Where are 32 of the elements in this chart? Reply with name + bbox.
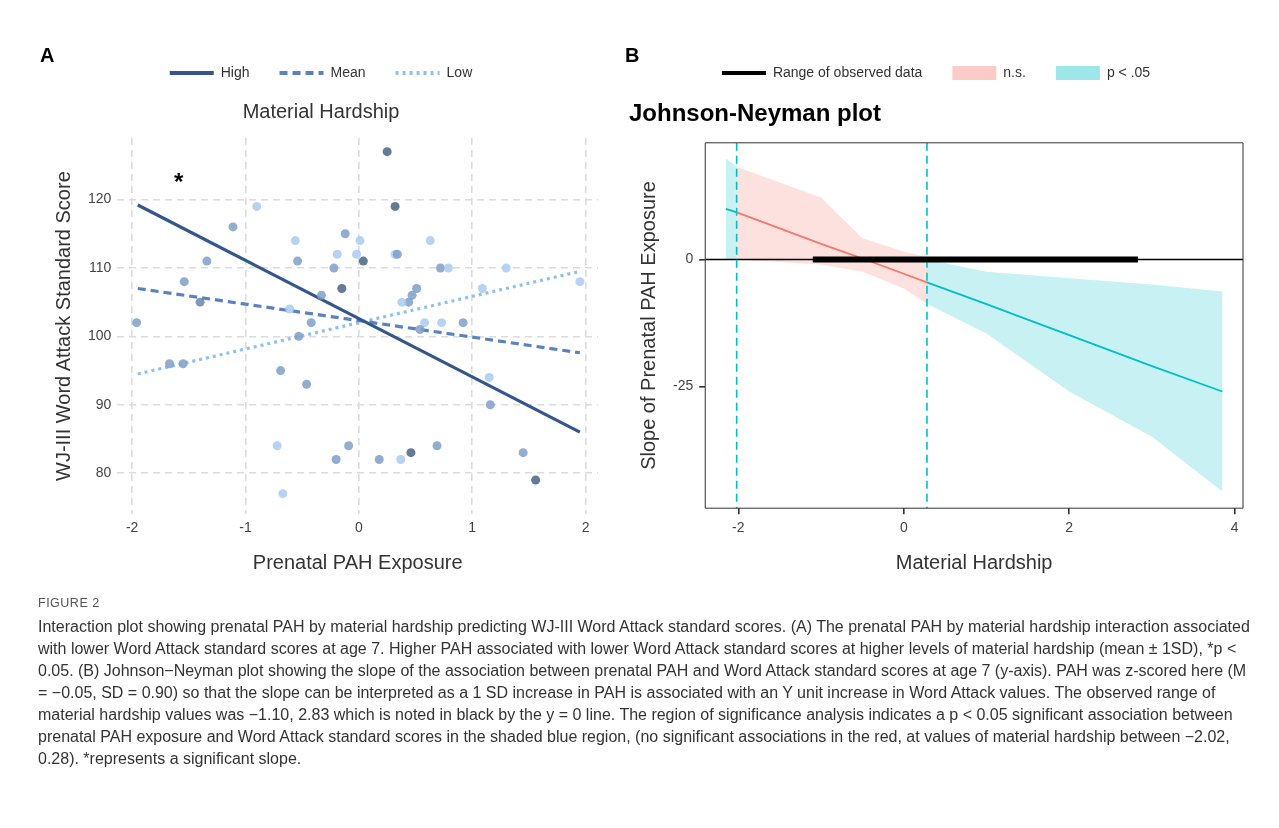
y-tick-label: 120: [88, 190, 112, 207]
y-axis-title: Slope of Prenatal PAH Exposure: [636, 181, 659, 470]
caption: FIGURE 2: [38, 596, 101, 610]
text: A: [40, 44, 55, 67]
y-tick-label: 90: [95, 395, 112, 412]
x-tick-label: 2: [1065, 519, 1074, 536]
text: B: [625, 44, 640, 67]
x-tick-label: 4: [1230, 519, 1239, 536]
x-tick-label: 1: [468, 519, 477, 536]
x-tick-label: -2: [125, 519, 139, 536]
x-tick-label: 2: [581, 519, 590, 536]
legend-label: n.s.: [1003, 63, 1026, 80]
x-axis-title: Material Hardship: [895, 550, 1053, 573]
legend-label: p < .05: [1106, 63, 1151, 80]
x-axis-title: Prenatal PAH Exposure: [252, 550, 463, 573]
y-tick-label: 110: [89, 258, 112, 275]
annotation: *: [174, 168, 184, 196]
chart-title: Johnson-Neyman plot: [629, 99, 882, 127]
legend-label: High: [220, 63, 250, 80]
x-tick-label: 0: [354, 519, 363, 536]
legend-label: Mean: [330, 63, 366, 80]
y-tick-label: 80: [95, 464, 112, 481]
x-tick-label: -1: [239, 519, 252, 536]
chart-title: Material Hardship: [242, 99, 400, 122]
text: Interaction plot showing prenatal PAH by material hardship predicting WJ-III Word Attack standard scores. (A) The prenatal PAH by material hardship interaction associated with lower Word Attack standard scores at age 7. Higher PAH associated with lower Word Attack standard scores at higher levels of material hardship (mean ± 1SD), *p < 0.05. (B) Johnson−Neyman plot showing the slope of the association between prenatal PAH and Word Attack standard scores at age 7 (y-axis). PAH was z-scored here (M = −0.05, SD = 0.90) so that the slope can be interpreted as a 1 SD increase in PAH is associated with an Y unit increase in Word Attack values. The observed range of material hardship values was −1.10, 2.83 which is noted in black by the y = 0 line. The region of significance analysis indicates a p < 0.05 significant association between prenatal PAH exposure and Word Attack standard scores in the shaded blue region, (no significant associations in the red, at values of material hardship between −2.02, 0.28). *represents a significant slope.: [38, 617, 1251, 769]
x-tick-label: 0: [899, 519, 908, 536]
legend-label: Range of observed data: [772, 63, 923, 80]
legend-label: Low: [446, 63, 474, 80]
y-axis-title: WJ-III Word Attack Standard Score: [51, 171, 74, 481]
y-tick-label: -25: [673, 377, 694, 394]
x-tick-label: -2: [732, 519, 745, 536]
y-tick-label: 100: [88, 327, 112, 344]
